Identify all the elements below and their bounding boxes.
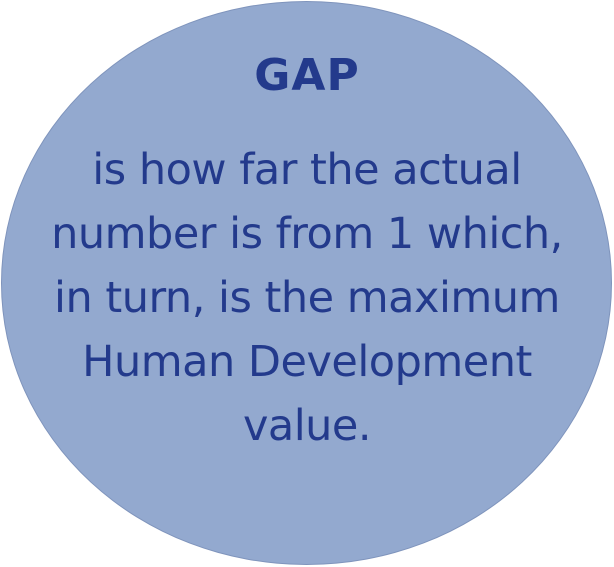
definition-line-3: in turn, is the maximum bbox=[54, 273, 560, 323]
definition-line-1: is how far the actual bbox=[92, 145, 522, 195]
gap-title: GAP bbox=[254, 50, 360, 101]
definition-line-2: number is from 1 which, bbox=[51, 209, 563, 259]
definition-line-5: value. bbox=[242, 401, 372, 451]
gap-definition-text: is how far the actual number is from 1 w… bbox=[0, 138, 614, 458]
definition-line-4: Human Development bbox=[82, 337, 532, 387]
